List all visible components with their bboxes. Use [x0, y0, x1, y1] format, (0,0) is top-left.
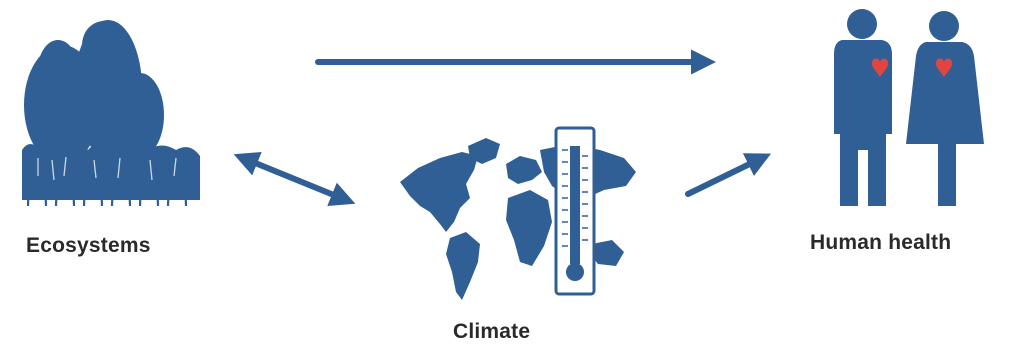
climate-label: Climate: [453, 320, 531, 343]
world-map-thermometer-icon: [400, 126, 636, 300]
human-health-label: Human health: [810, 231, 952, 254]
woman-figure-icon: [906, 11, 984, 206]
man-heart-icon: [872, 58, 888, 78]
ecosystems-label: Ecosystems: [26, 234, 151, 257]
man-figure-icon: [834, 9, 892, 206]
woman-heart-icon: [936, 58, 952, 78]
arrow-climate-to-human-health: [685, 153, 772, 197]
forest-icon: [22, 20, 200, 207]
arrow-ecosystems-climate-bidirectional: [233, 152, 356, 206]
